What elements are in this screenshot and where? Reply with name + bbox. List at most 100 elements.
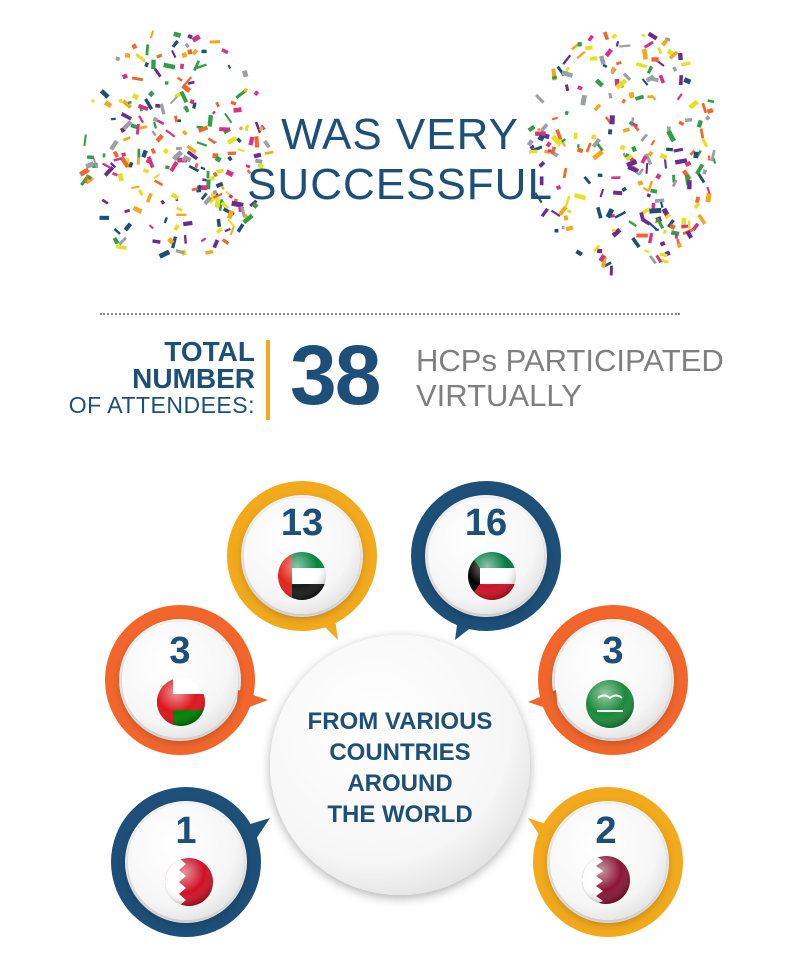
confetti-piece <box>641 33 646 38</box>
confetti-piece <box>648 232 654 244</box>
confetti-piece <box>118 98 123 104</box>
confetti-piece <box>576 50 586 60</box>
confetti-piece <box>562 54 572 65</box>
confetti-piece <box>688 220 691 229</box>
confetti-piece <box>651 202 656 210</box>
confetti-piece <box>594 78 604 88</box>
confetti-piece <box>672 66 678 72</box>
confetti-piece <box>646 65 654 74</box>
confetti-piece <box>636 233 648 238</box>
confetti-piece <box>109 162 117 169</box>
confetti-piece <box>707 155 711 161</box>
confetti-piece <box>696 119 703 128</box>
confetti-piece <box>634 94 645 101</box>
confetti-piece <box>221 238 230 245</box>
confetti-piece <box>153 67 162 78</box>
confetti-piece <box>159 103 166 115</box>
confetti-piece <box>645 163 649 174</box>
saudi-count: 3 <box>602 630 624 672</box>
confetti-piece <box>661 39 669 47</box>
confetti-piece <box>169 96 178 105</box>
confetti-piece <box>598 55 606 65</box>
confetti-piece <box>176 206 184 212</box>
confetti-piece <box>203 195 213 206</box>
confetti-piece <box>676 242 683 249</box>
confetti-piece <box>122 120 133 131</box>
uae-count: 13 <box>280 502 324 544</box>
confetti-piece <box>637 180 644 186</box>
confetti-piece <box>563 215 569 221</box>
confetti-piece <box>561 138 567 143</box>
confetti-piece <box>206 179 211 190</box>
headline-line-2: SUCCESSFUL <box>247 160 553 209</box>
confetti-piece <box>609 115 615 125</box>
confetti-piece <box>647 95 653 99</box>
confetti-piece <box>627 164 640 174</box>
confetti-piece <box>156 53 163 59</box>
confetti-piece <box>666 130 676 143</box>
confetti-piece <box>555 184 562 191</box>
confetti-piece <box>111 171 118 177</box>
confetti-piece <box>113 228 121 235</box>
confetti-piece <box>536 127 541 132</box>
confetti-piece <box>539 176 544 186</box>
confetti-piece <box>175 146 182 151</box>
confetti-piece <box>248 136 255 146</box>
confetti-piece <box>155 133 164 143</box>
confetti-piece <box>560 138 566 147</box>
saudi-flag-icon <box>586 680 634 728</box>
confetti-piece <box>642 186 650 192</box>
confetti-piece <box>205 249 214 255</box>
bubble-kuwait <box>411 481 561 640</box>
bahrain-flag-icon <box>165 858 213 906</box>
confetti-piece <box>142 168 150 174</box>
confetti-piece <box>160 199 166 205</box>
confetti-piece <box>186 144 197 154</box>
confetti-piece <box>645 74 655 83</box>
confetti-piece <box>573 132 578 140</box>
confetti-piece <box>655 254 663 264</box>
confetti-piece <box>607 129 613 135</box>
confetti-piece <box>212 189 218 195</box>
confetti-piece <box>613 190 623 196</box>
confetti-piece <box>697 213 707 225</box>
kuwait-count: 16 <box>464 502 508 544</box>
confetti-piece <box>263 139 271 149</box>
confetti-piece <box>585 45 593 51</box>
confetti-piece <box>195 63 207 70</box>
attendees-label-line-1: TOTAL <box>164 336 255 367</box>
bubble-qatar <box>528 787 683 937</box>
confetti-piece <box>639 212 645 220</box>
confetti-piece <box>550 209 561 218</box>
confetti-piece <box>200 237 207 243</box>
confetti-piece <box>128 161 134 168</box>
confetti-piece <box>113 157 122 162</box>
confetti-piece <box>155 103 161 108</box>
confetti-piece <box>226 209 235 220</box>
confetti-piece <box>684 160 692 168</box>
confetti-piece <box>231 200 244 208</box>
confetti-piece <box>207 137 216 145</box>
confetti-piece <box>257 162 265 169</box>
confetti-piece <box>174 115 178 123</box>
confetti-piece <box>235 89 246 99</box>
confetti-piece <box>631 236 641 249</box>
confetti-piece <box>635 62 648 69</box>
confetti-piece <box>173 224 180 232</box>
center-caption-line-1: FROM VARIOUS <box>307 708 493 735</box>
confetti-piece <box>164 81 169 85</box>
confetti-piece <box>167 237 175 245</box>
confetti-piece <box>592 244 601 252</box>
confetti-piece <box>551 75 558 80</box>
qatar-count: 2 <box>595 810 617 852</box>
confetti-piece <box>227 64 232 70</box>
confetti-piece <box>83 134 87 147</box>
confetti-piece <box>137 103 149 112</box>
vertical-divider <box>266 340 270 420</box>
confetti-piece <box>538 160 546 168</box>
confetti-piece <box>191 187 199 192</box>
confetti-piece <box>648 222 658 231</box>
confetti-piece <box>183 235 187 244</box>
confetti-piece <box>117 172 125 182</box>
confetti-piece <box>216 168 225 174</box>
